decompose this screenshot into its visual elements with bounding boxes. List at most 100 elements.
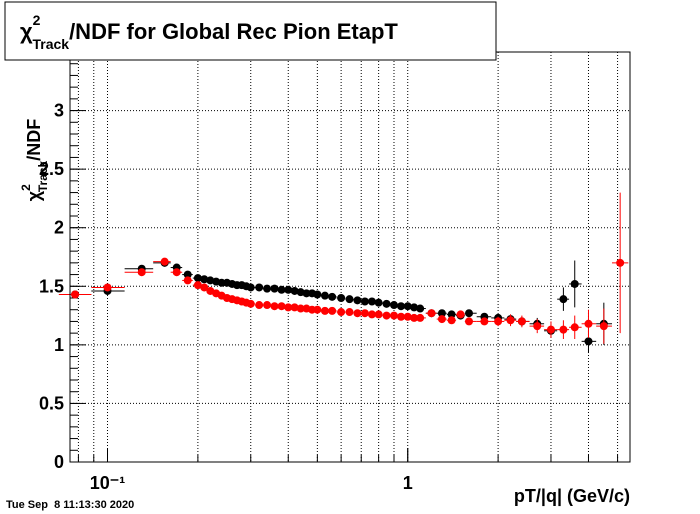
title-rest: /NDF for Global Rec Pion EtapT bbox=[69, 19, 398, 44]
data-point bbox=[320, 306, 329, 315]
data-point bbox=[427, 309, 436, 318]
data-point bbox=[313, 290, 322, 299]
y-label-symbol: χ bbox=[24, 190, 44, 201]
y-tick-label: 0.5 bbox=[39, 393, 64, 413]
data-point bbox=[353, 296, 362, 305]
y-tick-label: 1.5 bbox=[39, 276, 64, 296]
data-point bbox=[416, 313, 425, 322]
y-label-sub: Track bbox=[36, 160, 50, 192]
data-point bbox=[559, 295, 568, 304]
data-point bbox=[533, 322, 542, 331]
data-point bbox=[456, 310, 465, 319]
data-point bbox=[374, 310, 383, 319]
footer: Tue Sep 8 11:13:30 2020 bbox=[6, 499, 134, 511]
data-point bbox=[200, 283, 209, 292]
data-point bbox=[410, 313, 419, 322]
data-point bbox=[397, 302, 406, 311]
data-point bbox=[255, 283, 264, 292]
data-point bbox=[465, 309, 474, 318]
data-point bbox=[284, 303, 293, 312]
data-point bbox=[345, 295, 354, 304]
data-point bbox=[517, 317, 526, 326]
chart-title: χ2 Track/NDF for Global Rec Pion EtapT bbox=[20, 12, 398, 52]
data-point bbox=[103, 283, 112, 292]
data-point bbox=[290, 286, 299, 295]
data-point bbox=[263, 284, 272, 293]
x-tick-label: 10⁻¹ bbox=[90, 473, 126, 493]
x-axis-label: pT/|q| (GeV/c) bbox=[514, 486, 630, 506]
y-tick-label: 0 bbox=[54, 452, 64, 472]
title-sub: Track bbox=[32, 36, 69, 52]
title-box bbox=[4, 1, 497, 61]
data-point bbox=[360, 309, 369, 318]
data-point bbox=[284, 285, 293, 294]
data-point bbox=[389, 311, 398, 320]
data-point bbox=[465, 317, 474, 326]
y-tick-label: 1 bbox=[54, 335, 64, 355]
y-tick-label: 2.5 bbox=[39, 159, 64, 179]
data-point bbox=[546, 325, 555, 334]
data-point bbox=[437, 315, 446, 324]
data-point bbox=[360, 297, 369, 306]
y-axis-label: χ2 Track/NDF bbox=[19, 119, 50, 201]
data-point bbox=[397, 312, 406, 321]
data-point bbox=[137, 268, 146, 277]
data-point bbox=[599, 322, 608, 331]
data-point bbox=[345, 308, 354, 317]
data-point bbox=[246, 299, 255, 308]
data-point bbox=[584, 319, 593, 328]
data-point bbox=[183, 276, 192, 285]
title-sup: 2 bbox=[33, 12, 41, 28]
data-point bbox=[255, 301, 264, 310]
data-point bbox=[302, 289, 311, 298]
data-point bbox=[277, 285, 286, 294]
data-point bbox=[494, 317, 503, 326]
data-point bbox=[71, 290, 80, 299]
y-label-rest: /NDF bbox=[24, 119, 44, 161]
data-point bbox=[160, 257, 169, 266]
data-point bbox=[367, 310, 376, 319]
data-point bbox=[270, 284, 279, 293]
data-point bbox=[193, 274, 202, 283]
data-point bbox=[480, 317, 489, 326]
data-point bbox=[328, 306, 337, 315]
data-point bbox=[193, 281, 202, 290]
data-point bbox=[382, 299, 391, 308]
data-point bbox=[320, 291, 329, 300]
y-tick-label: 3 bbox=[54, 101, 64, 121]
data-point bbox=[584, 337, 593, 346]
data-point bbox=[367, 297, 376, 306]
data-point bbox=[290, 303, 299, 312]
data-point bbox=[337, 308, 346, 317]
data-point bbox=[506, 316, 515, 325]
x-tick-label: 1 bbox=[403, 473, 413, 493]
data-point bbox=[559, 325, 568, 334]
y-label-sup: 2 bbox=[19, 184, 33, 191]
data-point bbox=[382, 311, 391, 320]
data-point bbox=[337, 294, 346, 302]
data-point bbox=[328, 292, 337, 301]
data-point bbox=[172, 268, 181, 277]
data-point bbox=[353, 309, 362, 318]
data-point bbox=[296, 304, 305, 313]
data-point bbox=[200, 275, 209, 284]
data-point bbox=[570, 279, 579, 288]
data-point bbox=[416, 304, 425, 313]
data-point bbox=[270, 302, 279, 311]
data-point bbox=[389, 301, 398, 310]
data-point bbox=[616, 258, 625, 267]
data-point bbox=[447, 310, 456, 319]
data-point bbox=[313, 305, 322, 314]
data-point bbox=[410, 303, 419, 312]
y-tick-label: 2 bbox=[54, 218, 64, 238]
data-point bbox=[570, 323, 579, 332]
data-point bbox=[447, 316, 456, 325]
title-symbol: χ bbox=[20, 19, 33, 44]
data-point bbox=[263, 301, 272, 310]
data-point bbox=[403, 302, 412, 311]
data-point bbox=[437, 309, 446, 318]
data-point bbox=[374, 298, 383, 307]
